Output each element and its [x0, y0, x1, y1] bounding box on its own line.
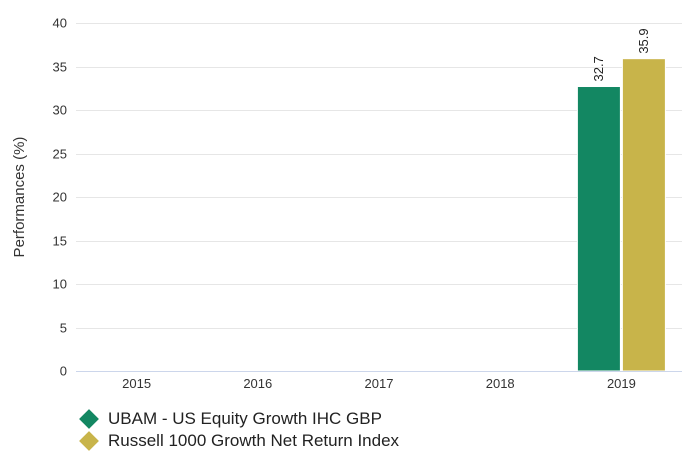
data-label: 35.9: [636, 28, 651, 53]
x-tick-label: 2015: [122, 376, 151, 391]
legend-label: Russell 1000 Growth Net Return Index: [108, 431, 400, 450]
data-label: 32.7: [591, 56, 606, 81]
y-axis-title: Performances (%): [11, 137, 28, 258]
y-tick-label: 20: [53, 190, 67, 205]
x-tick-label: 2018: [486, 376, 515, 391]
y-tick-label: 15: [53, 234, 67, 249]
x-tick-label: 2017: [365, 376, 394, 391]
legend-item-ubam[interactable]: UBAM - US Equity Growth IHC GBP: [78, 408, 399, 430]
y-tick-label: 5: [60, 321, 67, 336]
y-tick-label: 40: [53, 16, 67, 31]
diamond-marker-icon: [79, 409, 99, 429]
legend-label: UBAM - US Equity Growth IHC GBP: [108, 409, 382, 428]
y-tick-label: 30: [53, 103, 67, 118]
axes: 0 5 10 15 20 25 30 35 40 2015 2016 2017 2018 2019: [53, 16, 682, 391]
x-tick-label: 2019: [607, 376, 636, 391]
x-tick-label: 2016: [243, 376, 272, 391]
bar[interactable]: [576, 86, 621, 372]
bars: [576, 58, 666, 372]
diamond-marker-icon: [79, 431, 99, 451]
y-tick-label: 10: [53, 277, 67, 292]
data-labels: 32.7 35.9: [591, 28, 651, 81]
legend: UBAM - US Equity Growth IHC GBP Russell …: [78, 408, 399, 452]
gridlines: [76, 23, 682, 329]
bar[interactable]: [621, 58, 666, 372]
y-tick-label: 0: [60, 364, 67, 379]
y-tick-label: 35: [53, 60, 67, 75]
legend-item-russell[interactable]: Russell 1000 Growth Net Return Index: [78, 430, 399, 452]
y-tick-label: 25: [53, 147, 67, 162]
